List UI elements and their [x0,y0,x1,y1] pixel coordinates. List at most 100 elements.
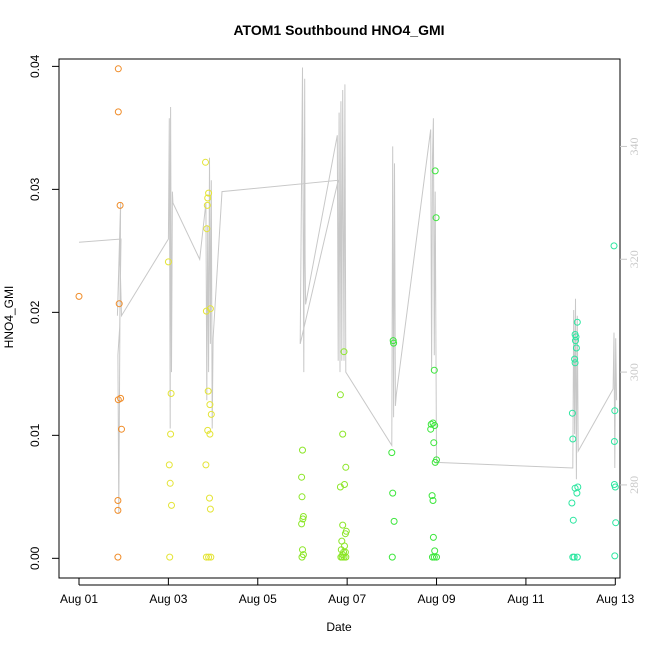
data-point [114,506,122,514]
data-point [206,430,214,438]
data-point [568,499,576,507]
data-point [612,519,620,527]
data-point [118,425,125,433]
data-point [207,410,215,418]
data-point [431,422,439,429]
data-point [430,366,438,374]
data-point [429,533,437,541]
data-point [569,516,577,524]
x-tick-label: Aug 11 [507,592,544,606]
data-point [433,553,440,561]
data-point [206,505,214,513]
data-point [298,493,306,501]
data-point [611,483,619,491]
data-point [167,430,175,438]
data-point [427,420,435,428]
data-point [572,333,580,341]
data-point [166,479,174,487]
x-tick-label: Aug 01 [60,592,98,606]
data-point [202,461,210,469]
x-axis-label: Date [326,620,352,634]
data-point [336,391,344,399]
axes-layer: Aug 01 Aug 03 Aug 05 Aug 07 Aug 09 Aug 11 Aug … [28,54,641,606]
x-tick-label: Aug 13 [596,592,634,606]
data-point [610,438,618,445]
data-point [340,348,348,356]
data-point [114,65,122,73]
data-point [206,305,214,313]
data-point [573,489,581,497]
y-axis-label: HNO4_GMI [2,286,16,349]
y2-tick-label: 340 [627,137,641,155]
data-point [428,492,436,500]
data-point [114,553,122,561]
y-tick-label: 0.01 [28,423,42,447]
data-point [430,439,438,447]
data-point [206,401,214,409]
data-point [205,189,213,197]
data-point [339,521,347,529]
data-point [342,553,350,561]
data-point [390,517,398,525]
data-point [75,292,83,300]
y-tick-label: 0.03 [28,177,42,201]
data-point [388,449,396,457]
data-point [117,394,125,402]
data-point [203,225,211,233]
data-point [569,435,577,443]
data-point [116,201,124,209]
data-point [339,430,347,438]
data-point [571,355,579,363]
x-tick-label: Aug 03 [149,592,187,606]
data-point [164,258,172,266]
data-point [299,513,307,520]
data-point [431,547,439,555]
y2-tick-label: 300 [627,363,641,381]
x-tick-label: Aug 07 [328,592,366,606]
chart-title: ATOM1 Southbound HNO4_GMI [233,22,444,38]
data-point [205,553,213,561]
y-tick-label: 0.00 [28,546,42,570]
data-point [298,553,306,561]
data-point [336,483,344,491]
data-point [299,515,307,523]
data-point [206,494,213,502]
points-layer [75,65,620,561]
data-point [204,426,212,434]
data-point [390,339,398,347]
data-point [202,553,210,561]
x-tick-label: Aug 09 [418,592,456,606]
data-point [388,553,396,561]
data-point [573,318,581,326]
data-point [207,553,215,561]
y2-tick-label: 320 [627,250,641,268]
data-point [430,553,438,561]
data-point [299,446,306,454]
y-tick-label: 0.02 [28,300,42,324]
data-point [168,501,175,509]
data-point [431,458,439,466]
data-point [611,552,619,560]
data-point [389,337,397,345]
data-point [571,359,579,367]
data-point [611,407,619,415]
data-point [204,194,212,202]
data-point [204,387,212,395]
data-point [341,542,348,550]
data-point [341,530,349,538]
data-point [114,497,122,504]
data-point [202,158,209,166]
data-point [167,390,175,397]
data-point [572,344,580,352]
plot-frame [58,58,621,579]
data-point [114,108,122,116]
data-point [610,242,618,250]
data-point [429,497,437,504]
data-point [572,337,579,345]
data-point [203,201,211,209]
data-point [298,520,306,528]
data-point [299,546,306,554]
data-point [573,553,581,561]
data-point [389,489,397,497]
